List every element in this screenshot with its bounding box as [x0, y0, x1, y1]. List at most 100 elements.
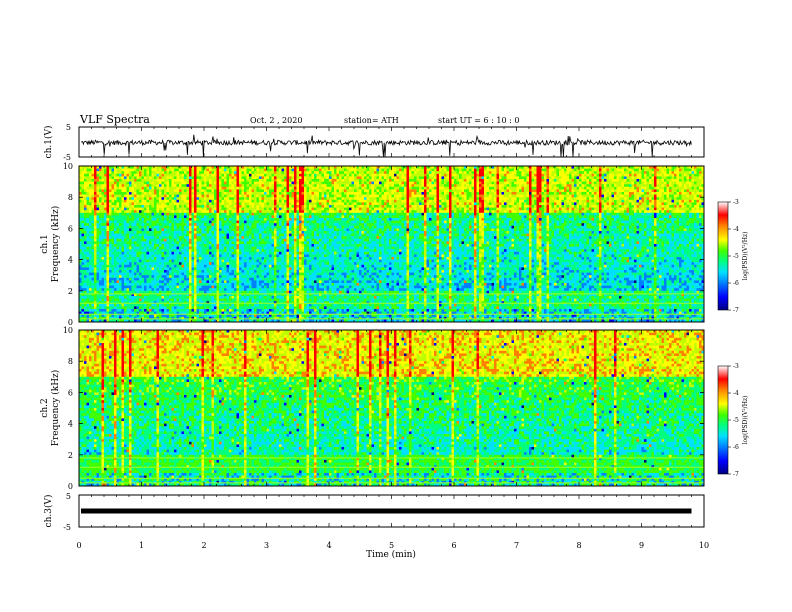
spectrogram-cell	[192, 270, 195, 273]
spectrogram-cell	[234, 265, 237, 268]
spectrogram-cell	[189, 176, 192, 179]
spectrogram-cell	[197, 309, 200, 312]
spectrogram-cell	[107, 241, 110, 244]
spectrogram-cell	[217, 215, 220, 218]
spectrogram-cell	[144, 221, 147, 224]
spectrogram-cell	[149, 197, 152, 200]
spectrogram-cell	[114, 228, 117, 231]
spectrogram-cell	[212, 192, 215, 195]
spectrogram-cell	[87, 260, 90, 263]
spectrogram-cell	[97, 306, 100, 309]
spectrogram-cell	[164, 187, 167, 190]
spectrogram-cell	[109, 299, 112, 302]
spectrogram-cell	[139, 236, 142, 239]
spectrogram-cell	[157, 244, 160, 247]
spectrogram-cell	[117, 176, 120, 179]
spectrogram-cell	[102, 210, 105, 213]
spectrogram-cell	[132, 236, 135, 239]
spectrogram-cell	[182, 223, 185, 226]
spectrogram-cell	[227, 262, 230, 265]
spectrogram-cell	[194, 262, 197, 265]
spectrogram-cell	[127, 278, 130, 281]
spectrogram-cell	[149, 257, 152, 260]
spectrogram-cell	[234, 296, 237, 299]
spectrogram-cell	[107, 291, 110, 294]
spectrogram-cell	[97, 202, 100, 205]
spectrogram-cell	[124, 236, 127, 239]
spectrogram-cell	[137, 262, 140, 265]
spectrogram-cell	[177, 202, 180, 205]
spectrogram-cell	[94, 254, 97, 257]
spectrogram-cell	[217, 304, 220, 307]
spectrogram-cell	[139, 273, 142, 276]
spectrogram-cell	[249, 249, 252, 252]
spectrogram-cell	[189, 299, 192, 302]
spectrogram-cell	[217, 228, 220, 231]
spectrogram-cell	[127, 239, 130, 242]
spectrogram-cell	[132, 189, 135, 192]
spectrogram-cell	[172, 223, 175, 226]
spectrogram-cell	[99, 174, 102, 177]
spectrogram-cell	[197, 228, 200, 231]
spectrogram-cell	[234, 184, 237, 187]
spectrogram-cell	[99, 182, 102, 185]
spectrogram-cell	[177, 262, 180, 265]
spectrogram-cell	[102, 192, 105, 195]
spectrogram-cell	[154, 244, 157, 247]
spectrogram-cell	[232, 288, 235, 291]
spectrogram-cell	[97, 197, 100, 200]
spectrogram-cell	[212, 184, 215, 187]
spectrogram-cell	[169, 171, 172, 174]
spectrogram-cell	[102, 283, 105, 286]
spectrogram-cell	[177, 275, 180, 278]
spectrogram-cell	[247, 288, 250, 291]
spectrogram-cell	[177, 247, 180, 250]
spectrogram-cell	[154, 275, 157, 278]
spectrogram-cell	[122, 226, 125, 229]
spectrogram-cell	[204, 262, 207, 265]
spectrogram-cell	[167, 286, 170, 289]
spectrogram-cell	[217, 257, 220, 260]
spectrogram-cell	[227, 205, 230, 208]
spectrogram-cell	[122, 192, 125, 195]
spectrogram-cell	[144, 236, 147, 239]
spectrogram-cell	[162, 226, 165, 229]
spectrogram-cell	[212, 197, 215, 200]
spectrogram-cell	[247, 223, 250, 226]
spectrogram-cell	[184, 195, 187, 198]
spectrogram-cell	[154, 174, 157, 177]
spectrogram-cell	[192, 304, 195, 307]
spectrogram-cell	[147, 169, 150, 172]
spectrogram-cell	[104, 278, 107, 281]
spectrogram-cell	[192, 195, 195, 198]
spectrogram-cell	[132, 288, 135, 291]
spectrogram-cell	[102, 241, 105, 244]
spectrogram-cell	[154, 278, 157, 281]
spectrogram-cell	[84, 244, 87, 247]
spectrogram-cell	[214, 247, 217, 250]
spectrogram-cell	[147, 205, 150, 208]
spectrogram-cell	[84, 306, 87, 309]
spectrogram-cell	[244, 197, 247, 200]
spectrogram-cell	[99, 202, 102, 205]
spectrogram-cell	[124, 192, 127, 195]
spectrogram-cell	[207, 195, 210, 198]
spectrogram-cell	[209, 299, 212, 302]
spectrogram-cell	[167, 247, 170, 250]
spectrogram-cell	[127, 267, 130, 270]
spectrogram-cell	[97, 288, 100, 291]
spectrogram-cell	[119, 182, 122, 185]
spectrogram-cell	[142, 223, 145, 226]
spectrogram-cell	[122, 273, 125, 276]
spectrogram-cell	[102, 236, 105, 239]
spectrogram-cell	[234, 239, 237, 242]
spectrogram-cell	[199, 200, 202, 203]
spectrogram-cell	[207, 265, 210, 268]
spectrogram-cell	[204, 182, 207, 185]
spectrogram-cell	[172, 262, 175, 265]
spectrogram-cell	[107, 176, 110, 179]
spectrogram-cell	[204, 218, 207, 221]
spectrogram-cell	[197, 189, 200, 192]
spectrogram-cell	[217, 174, 220, 177]
spectrogram-cell	[227, 213, 230, 216]
